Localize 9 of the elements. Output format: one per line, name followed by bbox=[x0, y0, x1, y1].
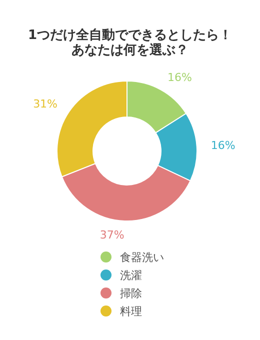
legend-label: 洗濯 bbox=[120, 268, 142, 282]
legend-label: 料理 bbox=[120, 304, 142, 318]
legend-label: 掃除 bbox=[120, 286, 142, 300]
data-label: 16% bbox=[210, 139, 236, 152]
chart-title: 1つだけ全自動でできるとしたら！あなたは何を選ぶ？ bbox=[26, 27, 234, 58]
data-label: 37% bbox=[100, 228, 124, 242]
data-label: 16% bbox=[167, 70, 192, 84]
legend-label: 食器洗い bbox=[120, 250, 164, 264]
data-label: 31% bbox=[33, 97, 58, 110]
